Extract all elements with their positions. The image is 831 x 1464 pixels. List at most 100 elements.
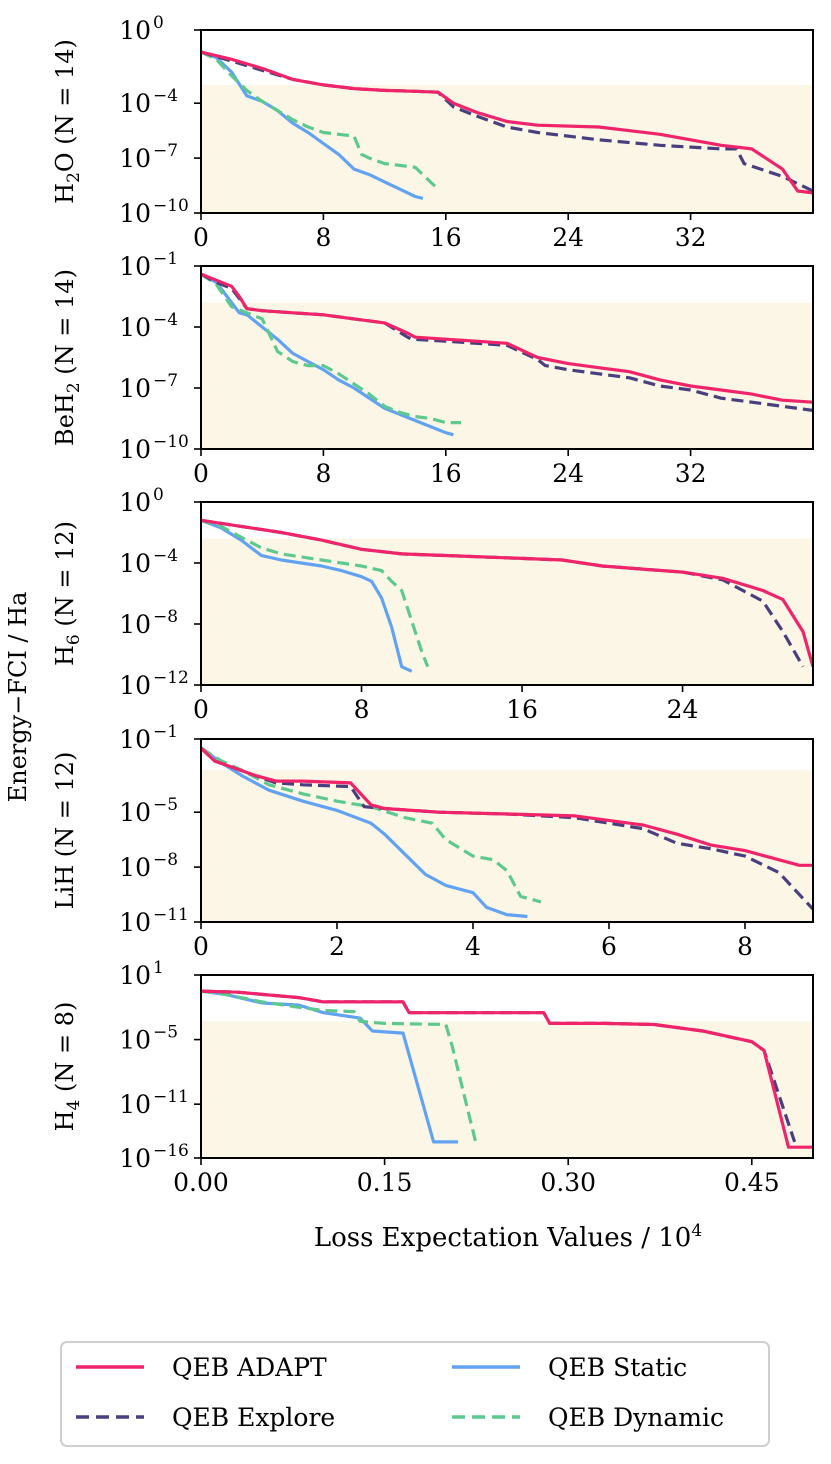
y-tick-label: 10 — [119, 435, 151, 464]
y-tick-label: 10 — [119, 313, 151, 342]
y-tick-exponent: −11 — [153, 905, 189, 925]
series-line-dynamic — [201, 272, 462, 425]
y-tick-label: 10 — [119, 199, 151, 228]
series-group — [201, 272, 813, 437]
shaded-region — [201, 84, 813, 214]
x-tick-label: 4 — [465, 932, 481, 961]
y-tick-exponent: 1 — [153, 958, 164, 978]
x-tick-label: 6 — [601, 932, 617, 961]
y-tick-label: 10 — [119, 610, 151, 639]
x-tick-label: 2 — [329, 932, 345, 961]
legend-label: QEB ADAPT — [172, 1353, 327, 1382]
series-line-static — [201, 272, 454, 437]
y-tick-exponent: −10 — [153, 432, 189, 452]
x-tick-label: 0.00 — [173, 1168, 229, 1197]
x-tick-label: 16 — [430, 459, 462, 488]
panel-y-label: H2O (N = 14) — [51, 39, 84, 204]
series-line-dynamic — [201, 518, 430, 668]
series-line-adapt — [201, 272, 813, 404]
shaded-region — [201, 1021, 813, 1158]
series-line-static — [201, 746, 528, 919]
series-line-adapt — [201, 50, 813, 195]
legend-label: QEB Static — [548, 1353, 687, 1382]
y-tick-label: 10 — [119, 908, 151, 937]
x-tick-label: 0 — [193, 459, 209, 488]
series-line-static — [201, 518, 413, 673]
panel-y-label: H4 (N = 8) — [51, 1002, 84, 1132]
panel-y-label: LiH (N = 12) — [51, 752, 79, 910]
x-tick-label: 8 — [315, 223, 331, 252]
series-line-adapt — [201, 989, 813, 1149]
y-tick-exponent: −12 — [153, 668, 189, 688]
y-tick-label: 10 — [119, 488, 151, 517]
series-line-dynamic — [201, 50, 440, 191]
y-tick-label: 10 — [119, 252, 151, 281]
series-line-dynamic — [201, 989, 478, 1146]
series-line-adapt — [201, 746, 813, 867]
y-tick-exponent: −1 — [153, 722, 178, 742]
x-tick-label: 0.45 — [724, 1168, 780, 1197]
y-tick-exponent: −5 — [153, 795, 178, 815]
series-line-adapt — [201, 518, 813, 668]
x-tick-label: 8 — [354, 695, 370, 724]
y-tick-label: 10 — [119, 1026, 151, 1055]
y-tick-exponent: −8 — [153, 850, 178, 870]
axes-frame — [200, 738, 814, 923]
x-tick-label: 0 — [193, 932, 209, 961]
legend-frame — [60, 1341, 770, 1447]
legend-item-adapt: QEB ADAPT — [76, 1353, 327, 1382]
axes-frame — [200, 265, 814, 450]
y-tick-exponent: −1 — [153, 249, 178, 269]
x-tick-label: 8 — [737, 932, 753, 961]
y-tick-label: 10 — [119, 16, 151, 45]
x-tick-label: 0.30 — [540, 1168, 596, 1197]
y-tick-label: 10 — [119, 1144, 151, 1173]
y-tick-exponent: −10 — [153, 196, 189, 216]
x-tick-label: 16 — [430, 223, 462, 252]
legend-label: QEB Dynamic — [548, 1403, 724, 1432]
x-tick-label: 0 — [193, 223, 209, 252]
y-tick-exponent: −7 — [153, 371, 178, 391]
y-tick-exponent: −11 — [153, 1087, 189, 1107]
series-group — [201, 518, 813, 673]
panel-y-label: H6 (N = 12) — [51, 521, 84, 666]
series-line-static — [201, 50, 424, 200]
axes-frame — [200, 974, 814, 1159]
y-tick-label: 10 — [119, 671, 151, 700]
y-tick-label: 10 — [119, 144, 151, 173]
y-tick-label: 10 — [119, 961, 151, 990]
x-tick-label: 32 — [675, 223, 707, 252]
x-tick-label: 8 — [315, 459, 331, 488]
y-tick-label: 10 — [119, 374, 151, 403]
y-tick-label: 10 — [119, 725, 151, 754]
legend-item-explore: QEB Explore — [76, 1403, 335, 1432]
y-tick-label: 10 — [119, 853, 151, 882]
y-tick-label: 10 — [119, 89, 151, 118]
y-tick-label: 10 — [119, 549, 151, 578]
axes-frame — [200, 29, 814, 214]
x-tick-label: 24 — [552, 459, 584, 488]
x-tick-label: 0.15 — [357, 1168, 413, 1197]
y-tick-exponent: −4 — [153, 546, 178, 566]
x-tick-label: 16 — [506, 695, 538, 724]
x-tick-label: 24 — [667, 695, 699, 724]
y-tick-exponent: 0 — [153, 13, 164, 33]
panel-y-label: BeH2 (N = 14) — [51, 269, 84, 446]
legend-label: QEB Explore — [172, 1403, 335, 1432]
y-tick-exponent: −4 — [153, 310, 178, 330]
legend: QEB ADAPT QEB Static QEB Explore QEB Dynami… — [60, 1341, 770, 1447]
x-tick-label: 24 — [552, 223, 584, 252]
series-group — [201, 746, 813, 919]
y-tick-label: 10 — [119, 1090, 151, 1119]
y-tick-exponent: −16 — [153, 1141, 189, 1161]
shaded-region — [201, 302, 813, 449]
y-tick-exponent: −5 — [153, 1023, 178, 1043]
y-tick-exponent: −4 — [153, 86, 178, 106]
